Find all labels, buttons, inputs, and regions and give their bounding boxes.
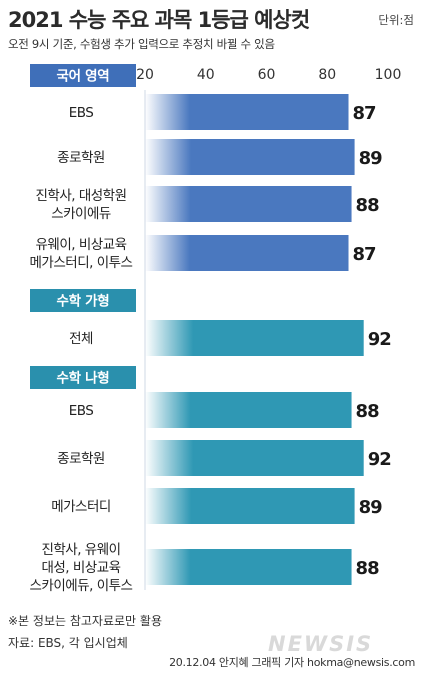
category-label: 스카이에듀, 이투스 [30,578,133,594]
bar [145,139,355,175]
category-label: 종로학원 [57,150,105,166]
chart-title: 2021 수능 주요 과목 1등급 예상컷 [8,8,310,32]
data-label: 92 [368,329,391,350]
category-label: 진학사, 대성학원 [35,188,126,204]
notes: ※본 정보는 참고자료로만 활용 자료: EBS, 각 입시업체 [8,610,162,654]
x-tick-label: 40 [197,67,215,83]
category-label: 유웨이, 비상교육 [35,237,126,253]
source-text: 자료: EBS, 각 입시업체 [8,636,128,650]
data-label: 88 [356,558,380,579]
x-tick-label: 80 [318,67,336,83]
note-text: ※본 정보는 참고자료로만 활용 [8,614,162,628]
category-label: 종로학원 [57,451,105,467]
x-tick-label: 60 [258,67,276,83]
category-label: EBS [69,105,94,121]
newsis-logo: NEWSIS [268,632,374,656]
category-label: 메가스터디, 이투스 [30,255,133,271]
data-label: 88 [356,195,380,216]
category-label: 대성, 비상교육 [41,560,120,576]
data-label: 92 [368,449,391,470]
x-tick-label: 20 [136,67,154,83]
bar [145,549,352,585]
bar [145,235,349,271]
category-label: 메가스터디 [51,499,111,515]
data-label: 87 [353,103,377,124]
title-row: 2021 수능 주요 과목 1등급 예상컷 단위:점 [8,4,418,34]
section-header [30,366,136,389]
category-label: 진학사, 유웨이 [41,542,120,558]
section-header [30,64,136,87]
bar [145,440,364,476]
section-header-label: 수학 가형 [57,293,110,310]
bar [145,320,364,356]
category-label: EBS [69,403,94,419]
bar [145,392,352,428]
data-label: 89 [359,148,383,169]
category-label: 전체 [69,331,93,347]
unit-label: 단위:점 [378,13,414,27]
bar [145,488,355,524]
category-label: 스카이에듀 [51,206,111,222]
section-header-label: 수학 나형 [57,370,110,387]
bar [145,94,349,130]
data-label: 88 [356,401,380,422]
section-header [30,289,136,312]
section-header-label: 국어 영역 [57,68,110,85]
data-label: 87 [353,244,377,265]
credit-line: 20.12.04 안지혜 그래픽 기자 hokma@newsis.com [169,656,415,669]
chart-subtitle: 오전 9시 기준, 수험생 추가 입력으로 추정치 바뀔 수 있음 [8,37,275,51]
data-label: 89 [359,497,383,518]
x-tick-label: 100 [375,67,402,83]
bar [145,186,352,222]
